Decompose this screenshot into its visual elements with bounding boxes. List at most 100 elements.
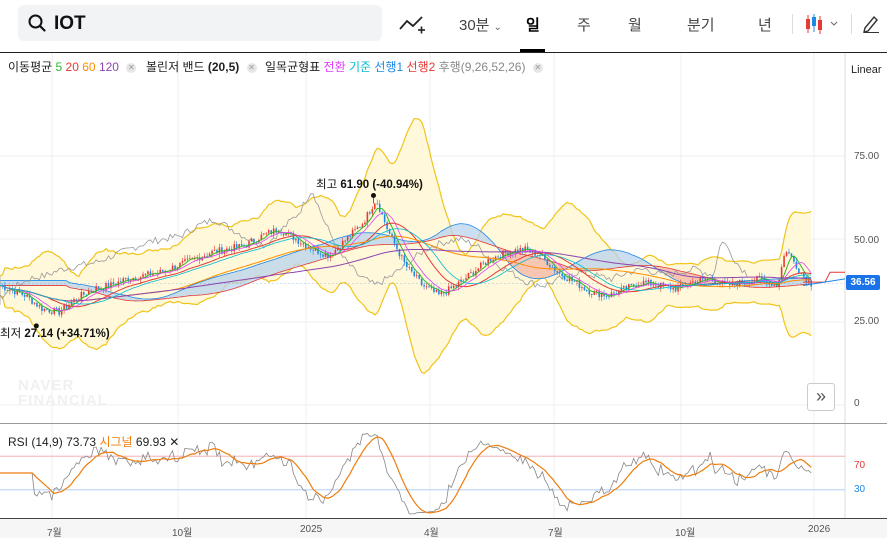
- candle-body: [396, 243, 398, 250]
- candle-body: [783, 256, 785, 268]
- candle-body: [235, 244, 238, 248]
- pencil-icon[interactable]: [862, 13, 880, 33]
- candle-body: [785, 252, 788, 257]
- rsi-value: 73.73: [66, 435, 97, 449]
- candle-body: [206, 255, 208, 257]
- candle-body: [95, 286, 97, 292]
- candle-body: [46, 308, 48, 310]
- candle-body: [457, 281, 460, 287]
- candle-body: [627, 284, 630, 290]
- candle-body: [775, 284, 778, 287]
- naver-financial-watermark: NAVER FINANCIAL: [18, 378, 108, 408]
- candle-body: [465, 278, 467, 280]
- candle-body: [107, 283, 110, 288]
- candle-body: [524, 246, 526, 251]
- x-tick: 4월: [424, 528, 439, 539]
- candle-body: [798, 268, 800, 274]
- candle-body: [529, 249, 531, 253]
- ichimoku-base: 기준: [348, 60, 372, 74]
- candle-body: [704, 278, 706, 280]
- candle-body: [526, 246, 529, 250]
- candle-body: [275, 228, 277, 233]
- remove-ma-icon[interactable]: ✕: [126, 63, 137, 73]
- candle-body: [415, 275, 418, 277]
- candle-body: [371, 209, 374, 214]
- candle-body: [38, 305, 41, 307]
- ichimoku-lagging-label: 후행: [438, 60, 461, 74]
- compare-line-icon[interactable]: [398, 12, 426, 36]
- bollinger-upper-line: [0, 117, 812, 278]
- candle-body: [736, 284, 739, 287]
- bollinger-name: 볼린저 밴드: [146, 60, 205, 74]
- candle-body: [285, 232, 287, 236]
- candle-body: [41, 305, 43, 311]
- candle-body: [260, 234, 263, 241]
- candle-body: [701, 278, 704, 280]
- candle-body: [186, 258, 189, 260]
- x-axis: 7월 10월 2025 4월 7월 10월 2026: [0, 518, 887, 539]
- scale-mode[interactable]: Linear: [851, 64, 882, 76]
- period-week[interactable]: 주: [577, 17, 591, 34]
- candle-body: [807, 280, 810, 283]
- candle-body: [391, 233, 393, 236]
- candle-body: [179, 262, 181, 268]
- high-value: 61.90 (-40.94%): [340, 179, 423, 191]
- remove-ichimoku-icon[interactable]: ✕: [532, 63, 543, 73]
- candle-body: [593, 290, 596, 295]
- candle-body: [410, 266, 413, 272]
- candle-body: [339, 248, 342, 249]
- candle-body: [793, 256, 795, 262]
- divider: [851, 14, 852, 34]
- period-month[interactable]: 월: [628, 17, 642, 34]
- candle-body: [494, 256, 497, 260]
- candle-body: [714, 280, 716, 284]
- period-30min[interactable]: 30분 ⌄: [459, 14, 502, 35]
- candle-body: [149, 271, 152, 276]
- candle-body: [144, 274, 147, 275]
- candle-body: [270, 230, 273, 235]
- symbol-search[interactable]: IOT: [18, 5, 382, 41]
- candle-body: [112, 282, 115, 285]
- candle-body: [428, 286, 430, 288]
- candle-body: [551, 266, 554, 268]
- candle-body: [356, 227, 359, 229]
- y-tick-75: 75.00: [854, 151, 880, 162]
- candle-body: [280, 232, 282, 234]
- remove-rsi-icon[interactable]: ✕: [169, 435, 180, 449]
- candle-body: [672, 287, 674, 290]
- candle-body: [26, 294, 28, 297]
- candlestick-type-icon[interactable]: [804, 12, 838, 36]
- candle-body: [499, 257, 502, 259]
- candle-body: [763, 278, 766, 281]
- chart-area[interactable]: 이동평균 5 20 60 120 ✕ 볼린저 밴드 (20,5) ✕ 일목균형표…: [0, 53, 887, 539]
- ichimoku-lead1: 선행1: [374, 60, 404, 74]
- period-day[interactable]: 일: [526, 17, 540, 34]
- y-tick-50: 50.00: [854, 235, 880, 246]
- candle-body: [608, 296, 610, 298]
- candle-body: [516, 249, 519, 253]
- remove-bollinger-icon[interactable]: ✕: [246, 63, 257, 73]
- ichimoku-lagging: 후행(9,26,52,26): [439, 60, 526, 74]
- candle-body: [497, 256, 499, 258]
- period-quarter[interactable]: 분기: [687, 17, 715, 34]
- candle-body: [250, 238, 253, 242]
- candle-body: [625, 286, 628, 290]
- candle-body: [122, 278, 125, 282]
- rsi-lower-label: 30: [854, 484, 866, 495]
- x-tick: 2026: [808, 524, 831, 535]
- candle-body: [329, 255, 332, 258]
- ma-120: 120: [98, 60, 119, 74]
- candle-body: [334, 250, 337, 256]
- watermark-line1: NAVER: [18, 377, 75, 394]
- ichimoku-cloud: [0, 223, 499, 301]
- candle-body: [142, 274, 144, 277]
- candle-body: [669, 285, 672, 290]
- scroll-to-latest-button[interactable]: »: [807, 383, 835, 411]
- candle-body: [674, 287, 677, 292]
- period-year[interactable]: 년: [758, 17, 772, 34]
- candle-body: [376, 203, 379, 205]
- candle-body: [450, 286, 453, 289]
- candle-body: [573, 280, 576, 282]
- ma-20: 20: [65, 60, 79, 74]
- candle-body: [694, 281, 697, 285]
